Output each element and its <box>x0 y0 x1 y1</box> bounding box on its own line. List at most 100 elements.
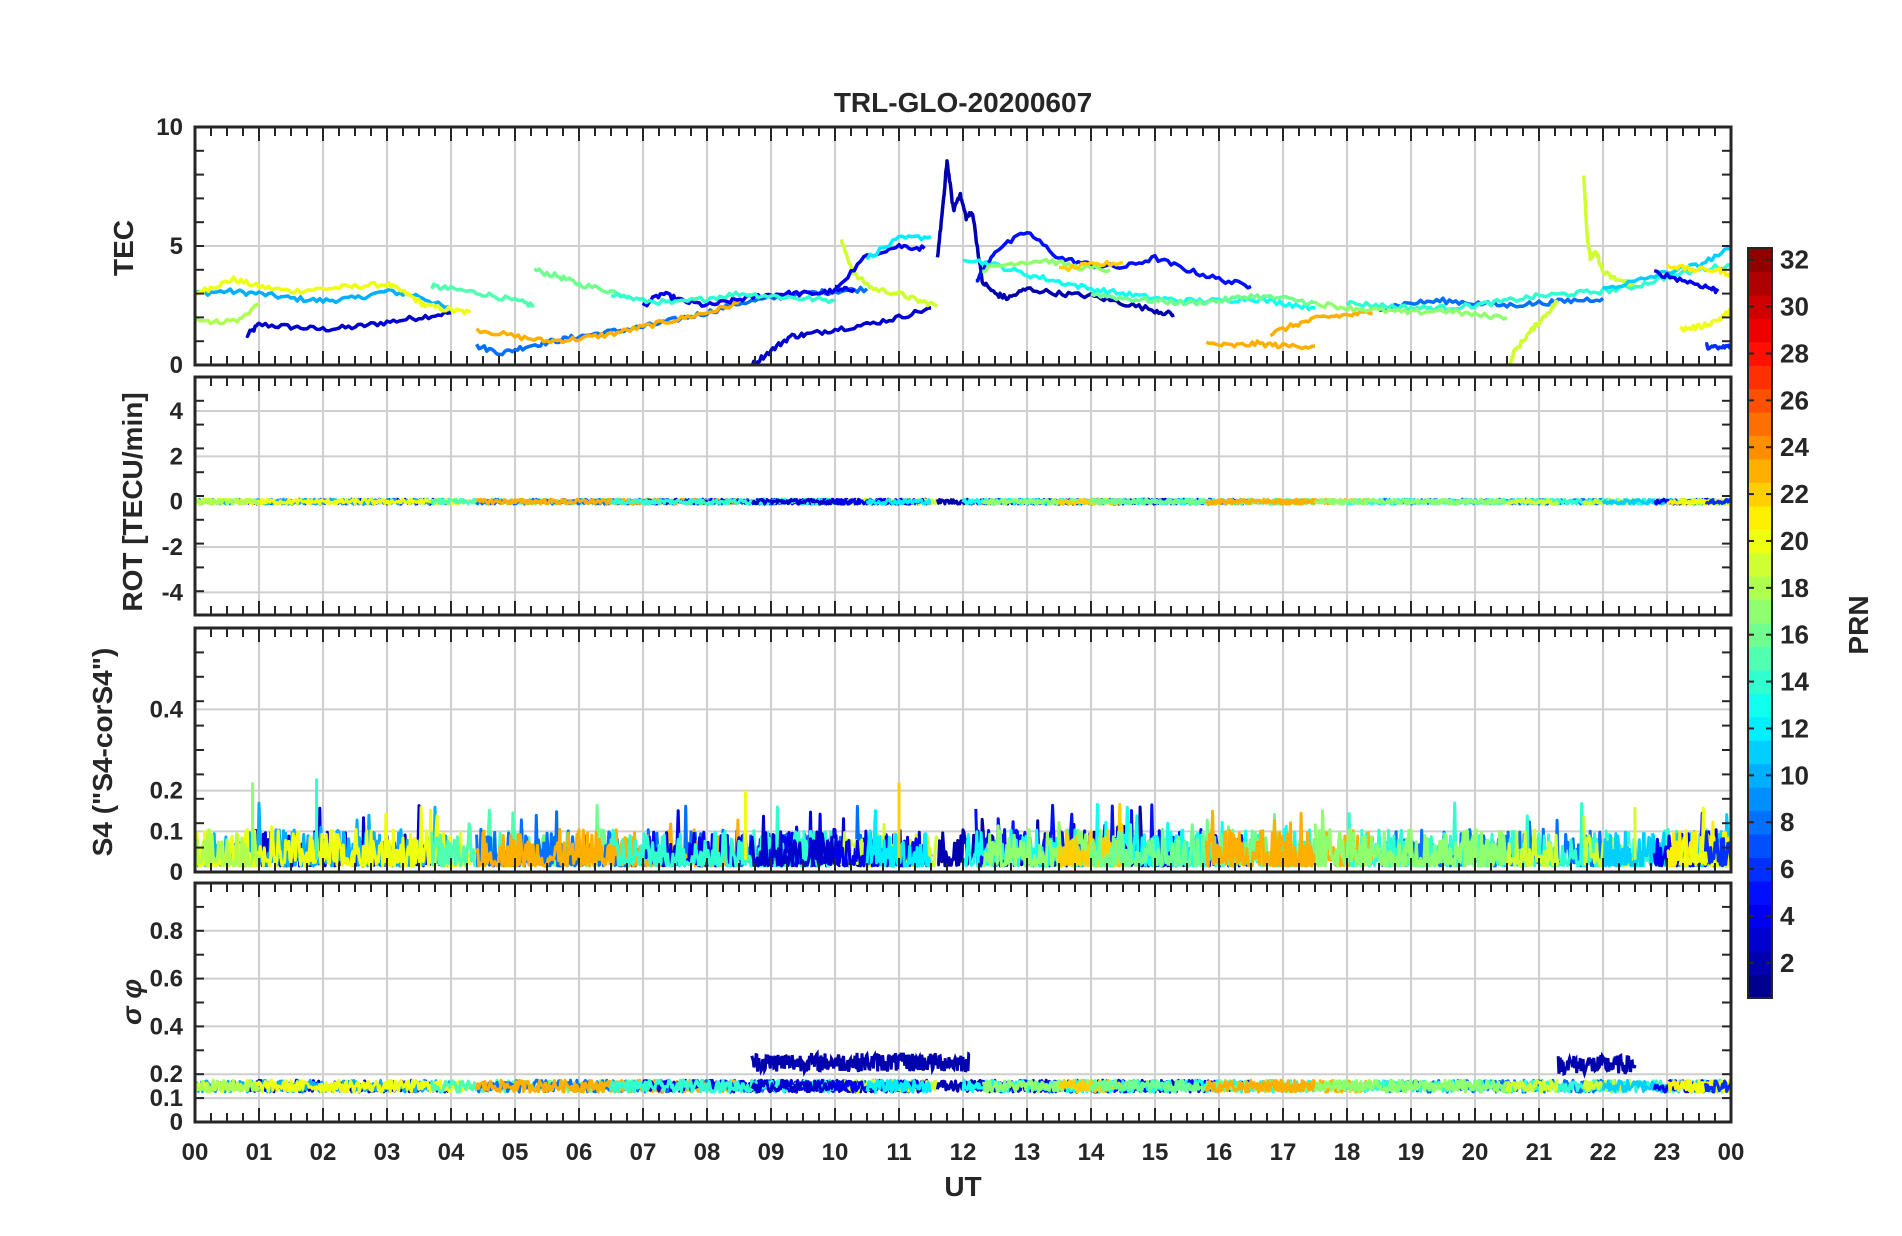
colorbar-swatch <box>1748 974 1772 999</box>
tec-series-line <box>1653 269 1720 295</box>
colorbar-swatch <box>1748 365 1772 390</box>
tec-series-line <box>1059 259 1124 273</box>
rot-ytick-label: 0 <box>170 489 183 516</box>
colorbar-frame <box>1747 247 1773 999</box>
colorbar-swatch <box>1748 505 1772 530</box>
tec-series-line <box>865 234 932 261</box>
x-tick-label: 11 <box>886 1139 911 1166</box>
rot-series-line <box>865 498 932 506</box>
tec-series-line <box>475 300 740 345</box>
tec-series-line <box>245 310 452 339</box>
colorbar-swatch <box>1748 412 1772 437</box>
colorbar-tick-label: 20 <box>1780 526 1809 556</box>
tec-series-line <box>641 285 856 308</box>
x-tick-label: 08 <box>694 1139 721 1166</box>
x-tick-label: 00 <box>1718 1139 1745 1166</box>
tec-plot-area <box>195 159 1731 365</box>
rot-ytick-label: -4 <box>162 579 184 606</box>
colorbar-tick-label: 4 <box>1780 901 1795 931</box>
rot-series-line <box>1313 497 1508 506</box>
x-tick-label: 22 <box>1590 1139 1617 1166</box>
rot-series-line <box>981 497 1112 506</box>
colorbar-label-group: PRN <box>1843 595 1874 654</box>
colorbar-swatch <box>1748 833 1772 858</box>
tec-series-line <box>1090 291 1316 307</box>
sigma_phi-series-line <box>1204 1078 1317 1094</box>
x-tick-label: 00 <box>182 1139 209 1166</box>
s4-ytick-label: 0.2 <box>150 778 183 805</box>
colorbar-tick-label: 2 <box>1780 948 1794 978</box>
tec-series-line <box>1704 342 1731 351</box>
colorbar-swatch <box>1748 693 1772 718</box>
rot-plot-area <box>195 497 1731 506</box>
x-tick-label: 18 <box>1334 1139 1361 1166</box>
colorbar-swatch <box>1748 787 1772 812</box>
tec-series-line <box>1508 299 1560 365</box>
sigma_phi-ytick-label: 0.2 <box>150 1061 183 1088</box>
s4-ylabel: S4 ("S4-corS4") <box>87 648 118 857</box>
colorbar-tick-label: 24 <box>1780 432 1809 462</box>
x-tick-label: 06 <box>566 1139 593 1166</box>
rot-ytick-label: 2 <box>170 443 183 470</box>
tec-series-line <box>1205 339 1316 351</box>
tec-series-line <box>430 282 535 308</box>
rot-series-line <box>1582 497 1636 506</box>
x-tick-label: 15 <box>1142 1139 1169 1166</box>
s4-axes-box <box>193 626 1733 874</box>
sigma-phi-ylabel: σ φ <box>116 979 147 1025</box>
tec-series-line <box>610 290 836 307</box>
colorbar-tick-label: 14 <box>1780 667 1809 697</box>
tec-ylabel-group: TEC <box>108 220 139 276</box>
colorbar-tick-label: 18 <box>1780 573 1809 603</box>
tec-axes-box <box>193 125 1733 367</box>
colorbar-swatch <box>1748 458 1772 483</box>
rot-ytick-label: 4 <box>170 398 184 425</box>
tec-series-line <box>1313 300 1508 321</box>
colorbar-swatch <box>1748 646 1772 671</box>
sigma_phi-plot-area <box>195 1049 1731 1094</box>
sigma-phi-panel: 00.10.2 0.4 0.6 0.8 <box>150 881 1733 1136</box>
x-tick-label: 05 <box>502 1139 529 1166</box>
s4-series-line <box>475 818 741 868</box>
sigma_phi-series-line <box>195 1078 261 1094</box>
s4-ytick-label: 0.4 <box>150 696 184 723</box>
rot-series-line <box>1704 497 1731 506</box>
x-tick-label: 10 <box>822 1139 849 1166</box>
s4-series-line <box>1703 830 1731 868</box>
colorbar-swatch <box>1748 927 1772 952</box>
x-tick-label: 09 <box>758 1139 785 1166</box>
tec-ytick-label: 10 <box>156 114 183 141</box>
x-tick-label: 20 <box>1462 1139 1489 1166</box>
sigma-ylabel-group: σ φ <box>116 979 147 1025</box>
rot-axes-box <box>193 375 1733 617</box>
rot-ylabel-group: ROT [TECU/min] <box>117 392 148 611</box>
colorbar-tick-label: 30 <box>1780 292 1809 322</box>
colorbar-tick-label: 28 <box>1780 338 1809 368</box>
tec-series-line <box>1679 307 1731 333</box>
sigma_phi-ytick-label: 0 <box>170 1109 183 1136</box>
colorbar-tick-label: 32 <box>1780 245 1809 275</box>
sigma_phi-series-line <box>1057 1078 1124 1094</box>
sigma_phi-series-line <box>1313 1078 1508 1094</box>
s4-panel: 0 0.1 0.2 0.4 <box>150 626 1733 886</box>
colorbar-tick-label: 10 <box>1780 760 1809 790</box>
s4-ytick-label: 0.1 <box>150 818 183 845</box>
tec-ytick-label: 5 <box>170 233 183 260</box>
tec-series-line <box>975 231 1252 290</box>
colorbar-swatch <box>1748 599 1772 624</box>
x-axis-label: UT <box>944 1171 981 1202</box>
tec-ylabel: TEC <box>108 220 139 276</box>
rot-series-line <box>1505 498 1560 506</box>
colorbar-swatch <box>1748 880 1772 905</box>
sigma-phi-elevated-line <box>1556 1051 1637 1079</box>
tec-series-line <box>195 301 261 326</box>
s4-ytick-label: 0 <box>170 859 183 886</box>
colorbar-swatch <box>1748 318 1772 343</box>
rot-series-line <box>833 497 926 506</box>
x-tick-label: 02 <box>310 1139 337 1166</box>
tec-series-line <box>195 275 472 316</box>
sigma_phi-ytick-label: 0.4 <box>150 1013 184 1040</box>
rot-series-line <box>195 497 472 506</box>
